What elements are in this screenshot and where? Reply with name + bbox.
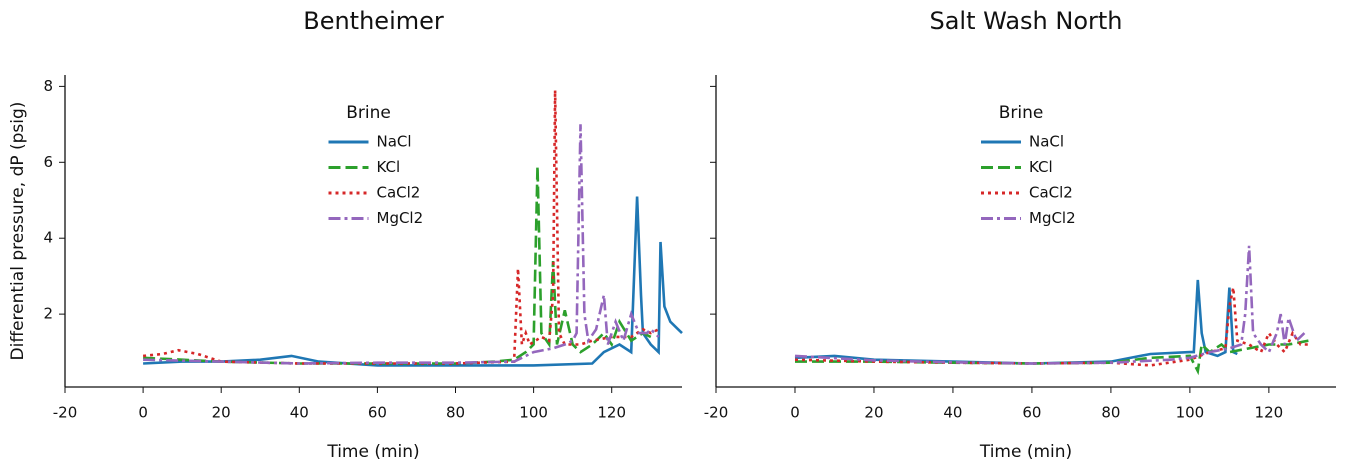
legend-label: CaCl2 — [377, 184, 421, 202]
legend-title: Brine — [346, 103, 391, 123]
x-tick-label: 120 — [1255, 404, 1284, 422]
x-tick-label: 120 — [597, 404, 626, 422]
x-tick-label: 40 — [290, 404, 309, 422]
chart-title: Bentheimer — [303, 7, 444, 35]
y-tick-label: 4 — [43, 229, 53, 247]
y-axis-label: Differential pressure, dP (psig) — [8, 102, 28, 361]
x-axis-label: Time (min) — [326, 442, 419, 462]
y-tick-label: 8 — [43, 77, 53, 95]
data-line — [795, 339, 1309, 376]
x-tick-label: 60 — [1022, 404, 1041, 422]
x-tick-label: 20 — [212, 404, 231, 422]
x-tick-label: -20 — [704, 404, 729, 422]
x-tick-label: 0 — [138, 404, 148, 422]
legend-label: CaCl2 — [1029, 184, 1073, 202]
legend-label: MgCl2 — [377, 209, 424, 227]
y-tick-label: 2 — [43, 305, 53, 323]
data-line — [794, 279, 1238, 365]
x-axis-label: Time (min) — [979, 442, 1072, 462]
legend-label: MgCl2 — [1029, 209, 1076, 227]
data-line — [143, 124, 660, 365]
x-tick-label: 0 — [790, 404, 800, 422]
legend-label: KCl — [377, 158, 401, 176]
x-tick-label: 60 — [368, 404, 387, 422]
x-tick-label: 80 — [446, 404, 465, 422]
x-tick-label: -20 — [53, 404, 78, 422]
legend-label: NaCl — [377, 133, 412, 151]
chart-title: Salt Wash North — [929, 7, 1122, 35]
data-line — [143, 196, 683, 367]
data-line — [794, 287, 1309, 367]
legend-title: Brine — [999, 103, 1044, 123]
data-line — [142, 90, 660, 365]
x-tick-label: 100 — [1176, 404, 1205, 422]
x-tick-label: 40 — [943, 404, 962, 422]
data-line — [794, 245, 1306, 365]
x-tick-label: 80 — [1101, 404, 1120, 422]
legend-label: NaCl — [1029, 133, 1064, 151]
x-tick-label: 20 — [864, 404, 883, 422]
x-tick-label: 100 — [519, 404, 548, 422]
y-tick-label: 6 — [43, 153, 53, 171]
legend-label: KCl — [1029, 158, 1053, 176]
